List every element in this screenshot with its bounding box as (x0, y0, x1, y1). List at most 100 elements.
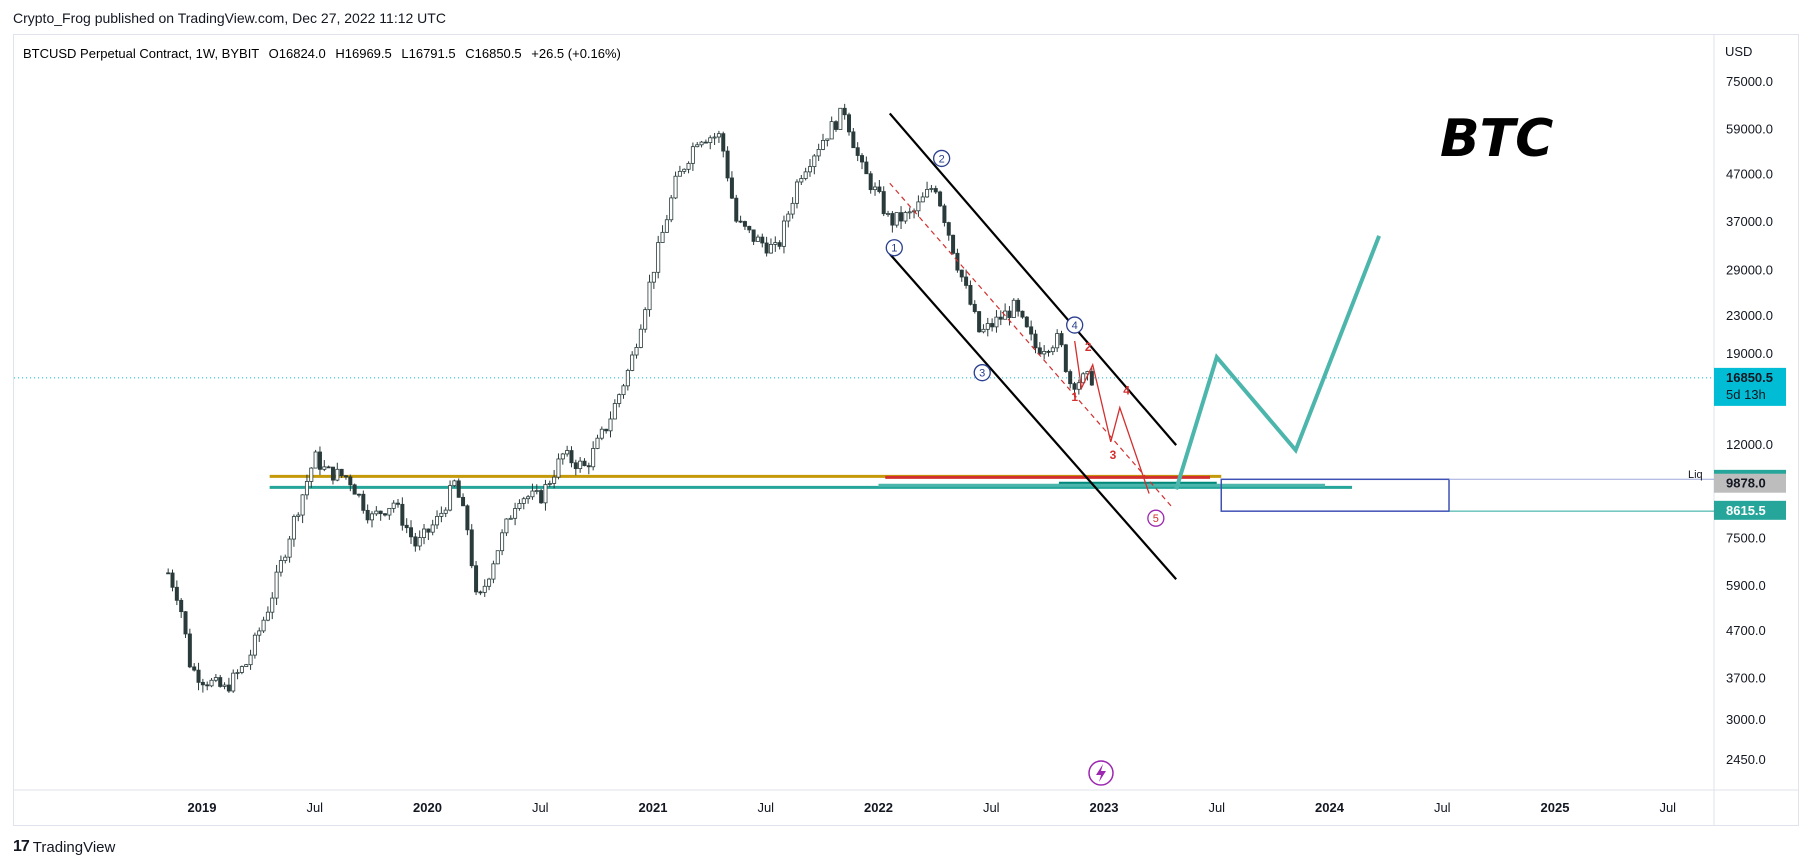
y-tick-label: 2450.0 (1726, 752, 1766, 767)
candle-body (1055, 333, 1060, 349)
candle-body (994, 316, 999, 328)
candle-body (391, 502, 396, 509)
candle-body (526, 496, 531, 500)
candle-body (439, 512, 444, 517)
wave-circle (973, 364, 991, 382)
x-tick-label: Jul (757, 800, 774, 815)
x-tick-label: Jul (1434, 800, 1451, 815)
candle-body (222, 684, 227, 687)
candle-body (560, 453, 565, 460)
candle-body (1072, 383, 1077, 390)
candle-body (985, 323, 990, 330)
candle-body (755, 236, 760, 242)
candle-body (977, 311, 982, 333)
tradingview-logo[interactable]: 17 TradingView (13, 838, 115, 856)
candle-body (591, 448, 596, 468)
candle-body (712, 136, 717, 139)
candle-body (781, 220, 786, 247)
candle-body (170, 572, 175, 588)
candle-body (925, 189, 930, 198)
candle-body (352, 484, 357, 495)
x-tick-label: 2020 (413, 800, 442, 815)
candle-body (716, 133, 721, 138)
candle-body (703, 141, 708, 144)
current-price-label-countdown: 5d 13h (1726, 387, 1766, 402)
y-tick-label: 75000.0 (1726, 74, 1773, 89)
candle-body (643, 309, 648, 330)
x-tick-label: Jul (1208, 800, 1225, 815)
x-tick-label: Jul (1659, 800, 1676, 815)
candle-body (734, 197, 739, 222)
candle-body (513, 508, 518, 519)
candle-body (244, 664, 249, 667)
candle-body (690, 146, 695, 164)
candle-body (252, 634, 257, 656)
candle-body (339, 468, 344, 477)
candle-body (1063, 344, 1068, 372)
candle-body (387, 507, 392, 516)
candle-body (1046, 351, 1051, 353)
x-tick-label: 2023 (1090, 800, 1119, 815)
candle-body (343, 475, 348, 478)
candle-body (946, 222, 951, 236)
candle-body (1033, 333, 1038, 349)
candle-body (634, 347, 639, 356)
ohlc-close: C16850.5 (465, 46, 521, 61)
candle-body (742, 221, 747, 227)
candle-body (235, 672, 240, 674)
candle-body (296, 514, 301, 517)
symbol-legend: BTCUSD Perpetual Contract, 1W, BYBIT O16… (23, 46, 621, 61)
x-tick-label: 2025 (1541, 800, 1570, 815)
candle-body (1037, 347, 1042, 355)
candle-body (330, 466, 335, 481)
candle-body (708, 137, 713, 144)
y-tick-label: 29000.0 (1726, 262, 1773, 277)
candle-body (638, 328, 643, 348)
wave-circle (1147, 509, 1165, 527)
candle-body (430, 524, 435, 533)
candle-body (196, 669, 201, 683)
candle-body (209, 679, 214, 687)
candle-body (899, 212, 904, 222)
candle-body (213, 677, 218, 681)
candle-body (300, 494, 305, 516)
candle-body (539, 490, 544, 504)
x-tick-label: Jul (532, 800, 549, 815)
candle-body (291, 516, 296, 540)
candle-body (751, 229, 756, 242)
x-tick-label: 2021 (639, 800, 668, 815)
candle-body (725, 150, 730, 179)
candle-body (612, 403, 617, 420)
candle-body (1050, 347, 1055, 353)
candle-body (1068, 371, 1073, 385)
candle-body (270, 597, 275, 613)
candle-body (304, 481, 309, 496)
wave-label-minor-3: 3 (1110, 448, 1117, 462)
candle-body (200, 681, 205, 686)
candle-body (677, 170, 682, 177)
candle-body (647, 281, 652, 311)
candle-body (565, 450, 570, 455)
candle-body (517, 503, 522, 509)
green-price-label: 8615.5 (1726, 503, 1766, 518)
candle-body (738, 220, 743, 223)
ohlc-low: L16791.5 (401, 46, 455, 61)
candle-body (547, 483, 552, 485)
publisher-line: Crypto_Frog published on TradingView.com… (13, 10, 446, 26)
channel-lower-line (888, 253, 1177, 580)
candle-body (356, 493, 361, 496)
candle-body (686, 162, 691, 170)
event-marker-icon (1088, 760, 1114, 786)
chart-frame[interactable] (13, 34, 1799, 826)
candle-body (265, 611, 270, 621)
y-tick-label: 47000.0 (1726, 167, 1773, 182)
candle-body (777, 242, 782, 247)
candle-body (413, 536, 418, 547)
candle-body (465, 505, 470, 531)
candle-body (794, 181, 799, 204)
candle-body (179, 599, 184, 613)
candle-body (981, 328, 986, 333)
candle-body (842, 107, 847, 116)
candle-body (278, 560, 283, 573)
